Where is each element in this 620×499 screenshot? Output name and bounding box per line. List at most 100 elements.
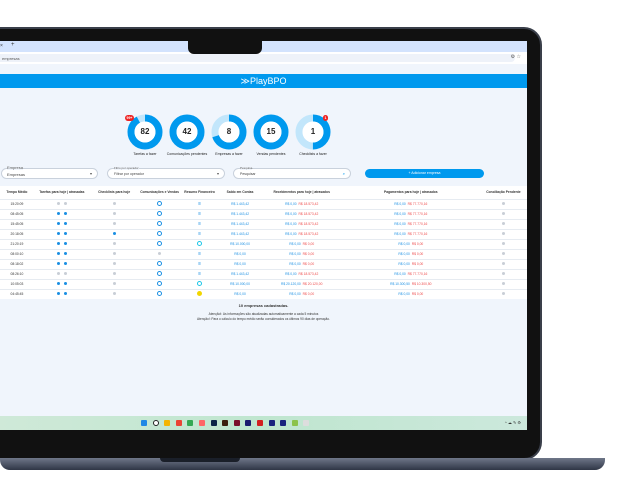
reconciliation-cell[interactable] — [479, 238, 527, 249]
tasks-cell[interactable] — [33, 228, 90, 239]
app-dark2-icon[interactable] — [222, 420, 229, 426]
financial-summary-icon[interactable]: ≡ — [198, 200, 201, 207]
column-header[interactable]: Pagamentos para hoje | atrasados — [341, 186, 480, 199]
communications-cell[interactable] — [138, 208, 181, 219]
column-header[interactable]: Saldo em Contas — [218, 186, 262, 199]
summary-cell[interactable]: ≡ — [180, 248, 219, 259]
financial-summary-icon[interactable]: ≡ — [198, 250, 201, 257]
communications-icon[interactable] — [157, 201, 163, 206]
notepad-icon[interactable] — [291, 420, 298, 426]
table-row[interactable]: 08:18:02 ≡ R$ 0,00 R$ 0,00 R$ 0,00 R$ 0,… — [0, 258, 527, 269]
summary-cell[interactable] — [180, 278, 219, 289]
search-input[interactable]: Pesquisa Pesquisar ⌕ — [233, 166, 351, 179]
table-row[interactable]: 15:45:05 ≡ R$ 1.443,42 R$ 0,00 R$ 18.573… — [0, 218, 527, 229]
summary-cell[interactable]: ≡ — [180, 198, 219, 209]
new-tab-button[interactable]: + — [11, 42, 15, 48]
communications-icon[interactable] — [157, 241, 163, 246]
chrome-icon[interactable] — [175, 420, 182, 426]
communications-cell[interactable] — [138, 258, 181, 269]
table-row[interactable]: 21:20:19 R$ 10.000,00 R$ 0,00 R$ 0,00 R$… — [0, 238, 527, 249]
search-icon[interactable] — [152, 420, 159, 426]
acrobat-icon[interactable] — [257, 420, 263, 426]
checklist-cell[interactable] — [89, 258, 139, 269]
reconciliation-cell[interactable] — [479, 198, 527, 209]
summary-cell[interactable]: ≡ — [180, 268, 219, 279]
communications-icon[interactable] — [157, 281, 163, 286]
communications-cell[interactable] — [138, 288, 181, 299]
summary-cell[interactable] — [180, 238, 219, 249]
column-header[interactable]: Comunicações e Vendas — [138, 186, 181, 199]
tasks-cell[interactable] — [33, 218, 90, 229]
app-navy-icon[interactable] — [245, 420, 252, 426]
table-row[interactable]: 04:45:45 R$ 0,00 R$ 0,00 R$ 0,00 R$ 0,00… — [0, 288, 527, 299]
column-header[interactable]: Tarefas para hoje | atrasadas — [33, 186, 90, 199]
communications-icon[interactable] — [157, 211, 163, 216]
app-red-icon[interactable] — [199, 420, 205, 426]
reconciliation-cell[interactable] — [479, 278, 527, 289]
reconciliation-cell[interactable] — [479, 248, 527, 259]
communications-cell[interactable] — [138, 248, 181, 259]
reconciliation-cell[interactable] — [479, 268, 527, 279]
summary-cell[interactable]: ≡ — [180, 208, 219, 219]
communications-cell[interactable] — [138, 218, 181, 229]
financial-summary-icon[interactable]: ≡ — [198, 210, 201, 217]
financial-summary-icon[interactable]: ≡ — [198, 230, 201, 237]
tasks-cell[interactable] — [33, 208, 90, 219]
column-header[interactable]: Tempo Médio — [0, 186, 34, 199]
communications-icon[interactable] — [157, 261, 163, 266]
table-row[interactable]: 15:20:09 ≡ R$ 1.443,42 R$ 0,00 R$ 18.573… — [0, 198, 527, 209]
communications-icon[interactable] — [157, 271, 163, 276]
reconciliation-cell[interactable] — [479, 288, 527, 299]
summary-cell[interactable]: ≡ — [180, 228, 219, 239]
reconciliation-cell[interactable] — [479, 258, 527, 269]
communications-cell[interactable] — [138, 238, 181, 249]
column-header[interactable]: Conciliação Pendente — [479, 186, 527, 199]
search-icon[interactable]: ⌕ — [342, 171, 345, 176]
warning-icon[interactable] — [197, 291, 203, 297]
checklist-cell[interactable] — [89, 198, 139, 209]
system-tray[interactable]: ^ ☁ ✎ ⚙ — [504, 420, 521, 425]
file-explorer-icon[interactable] — [164, 420, 171, 426]
communications-icon[interactable] — [157, 291, 163, 297]
table-row[interactable]: 08:26:10 ≡ R$ 1.443,42 R$ 0,00 R$ 18.573… — [0, 268, 527, 279]
checklist-cell[interactable] — [89, 218, 139, 229]
tasks-cell[interactable] — [33, 198, 90, 209]
tab-close-icon[interactable]: × — [0, 43, 3, 49]
app-green-icon[interactable] — [187, 420, 194, 426]
checklist-cell[interactable] — [89, 238, 139, 249]
checklist-cell[interactable] — [89, 278, 139, 289]
reconciliation-cell[interactable] — [479, 228, 527, 239]
communications-cell[interactable] — [138, 268, 181, 279]
column-header[interactable]: Checklists para hoje — [89, 186, 139, 199]
tasks-cell[interactable] — [33, 248, 90, 259]
kpi-donut[interactable]: 82 99+ — [125, 114, 163, 150]
table-row[interactable]: 20:18:05 ≡ R$ 1.443,42 R$ 0,00 R$ 18.573… — [0, 228, 527, 239]
operador-select[interactable]: Filtro por operador Filtrar por operador… — [107, 166, 225, 179]
checklist-cell[interactable] — [89, 268, 139, 279]
app-navy3-icon[interactable] — [280, 420, 287, 426]
app-navy2-icon[interactable] — [268, 420, 275, 426]
kpi-donut[interactable]: 15 — [253, 114, 289, 150]
checklist-cell[interactable] — [89, 248, 139, 259]
add-company-button[interactable]: + Adicionar empresa — [365, 169, 484, 178]
summary-cell[interactable]: ≡ — [180, 218, 219, 229]
clock-icon[interactable] — [197, 281, 203, 286]
summary-cell[interactable]: ≡ — [180, 258, 219, 269]
checklist-cell[interactable] — [89, 228, 139, 239]
app-dark1-icon[interactable] — [210, 420, 217, 426]
communications-icon[interactable] — [157, 221, 163, 226]
financial-summary-icon[interactable]: ≡ — [198, 220, 201, 227]
column-header[interactable]: Recebimentos para hoje | atrasados — [261, 186, 342, 199]
communications-cell[interactable] — [138, 278, 181, 289]
app-gray-icon[interactable] — [303, 420, 310, 426]
tasks-cell[interactable] — [33, 258, 90, 269]
kpi-donut[interactable]: 8 — [211, 114, 247, 150]
reconciliation-cell[interactable] — [479, 208, 527, 219]
column-header[interactable]: Resumo Financeiro — [180, 186, 219, 199]
empresa-select[interactable]: Empresa Empresas ▾ — [1, 165, 98, 179]
kpi-donut[interactable]: 42 — [169, 114, 205, 150]
table-row[interactable]: 08:45:05 ≡ R$ 1.443,42 R$ 0,00 R$ 18.573… — [0, 208, 527, 219]
tasks-cell[interactable] — [33, 238, 90, 249]
clock-icon[interactable] — [197, 241, 203, 246]
